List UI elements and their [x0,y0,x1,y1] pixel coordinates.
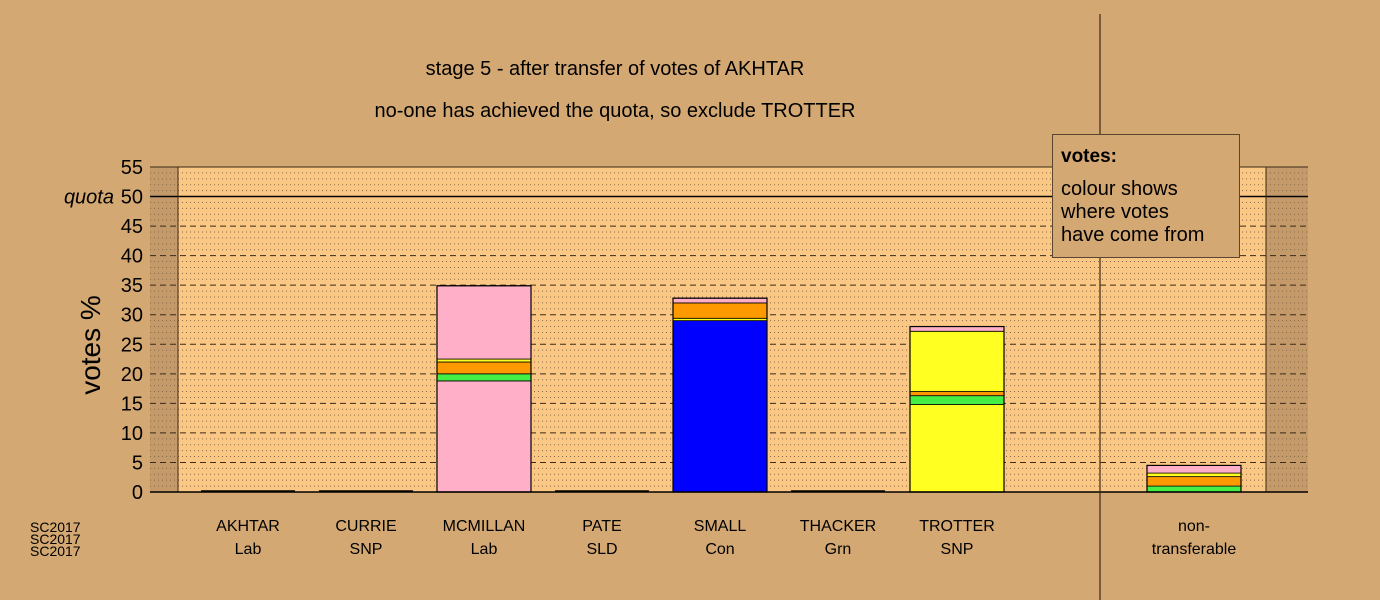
bar-segment [1146,465,1242,474]
y-tick-label: 50 [121,187,143,209]
chart-title-line-2: no-one has achieved the quota, so exclud… [374,100,855,122]
bar-segment [909,391,1005,397]
category-party-label: SNP [941,541,974,558]
footer-tag: SC2017 [30,519,81,535]
y-tick-label: 5 [132,452,143,474]
bar-segment [909,326,1005,332]
category-party-label: SNP [350,541,383,558]
bar-segment [436,373,532,382]
category-party-label: transferable [1152,541,1237,558]
footer-tag: SC2017 [30,531,81,547]
bar-segment [1146,485,1242,493]
y-tick-label: 35 [121,275,143,297]
bar-segment [436,285,532,360]
category-party-label: Lab [471,541,498,558]
category-name-label: CURRIE [335,518,396,535]
bar-segment [672,320,768,493]
y-tick-label: 25 [121,334,143,356]
quota-label: quota [64,187,114,209]
category-party-label: Con [705,541,734,558]
legend: votes: colour shows where votes have com… [1052,134,1240,258]
y-tick-label: 10 [121,423,143,445]
y-tick-label: 45 [121,216,143,238]
y-tick-label: 0 [132,482,143,504]
legend-line-1: colour shows [1061,178,1178,200]
bar-segment [672,302,768,319]
category-name-label: AKHTAR [216,518,280,535]
category-name-label: non- [1178,518,1210,535]
y-tick-label: 30 [121,305,143,327]
category-party-label: Lab [235,541,262,558]
y-axis-label: votes % [75,295,106,395]
bar-segment [909,330,1005,392]
plot-margin-shade [1266,167,1308,492]
y-tick-label: 20 [121,364,143,386]
y-tick-label: 40 [121,246,143,268]
footer-tag: SC2017 [30,543,81,559]
category-name-label: THACKER [800,518,876,535]
category-party-label: Grn [825,541,852,558]
bar-segment [436,358,532,363]
category-name-label: PATE [582,518,621,535]
legend-line-3: have come from [1061,224,1205,246]
bar-segment [1146,476,1242,487]
bar-segment [909,404,1005,493]
chart-title-line-1: stage 5 - after transfer of votes of AKH… [426,58,805,80]
category-party-label: SLD [586,541,617,558]
bar-segment [436,361,532,375]
bar-segment [1146,472,1242,478]
bar-segment [672,297,768,304]
plot-margin-shade [150,167,178,492]
category-name-label: SMALL [694,518,747,535]
bar-segment [436,380,532,493]
category-name-label: MCMILLAN [443,518,526,535]
y-tick-label: 55 [121,157,143,179]
y-tick-label: 15 [121,393,143,415]
legend-title: votes: [1061,146,1117,167]
legend-line-2: where votes [1061,201,1169,223]
category-name-label: TROTTER [919,518,995,535]
bar-segment [909,395,1005,405]
